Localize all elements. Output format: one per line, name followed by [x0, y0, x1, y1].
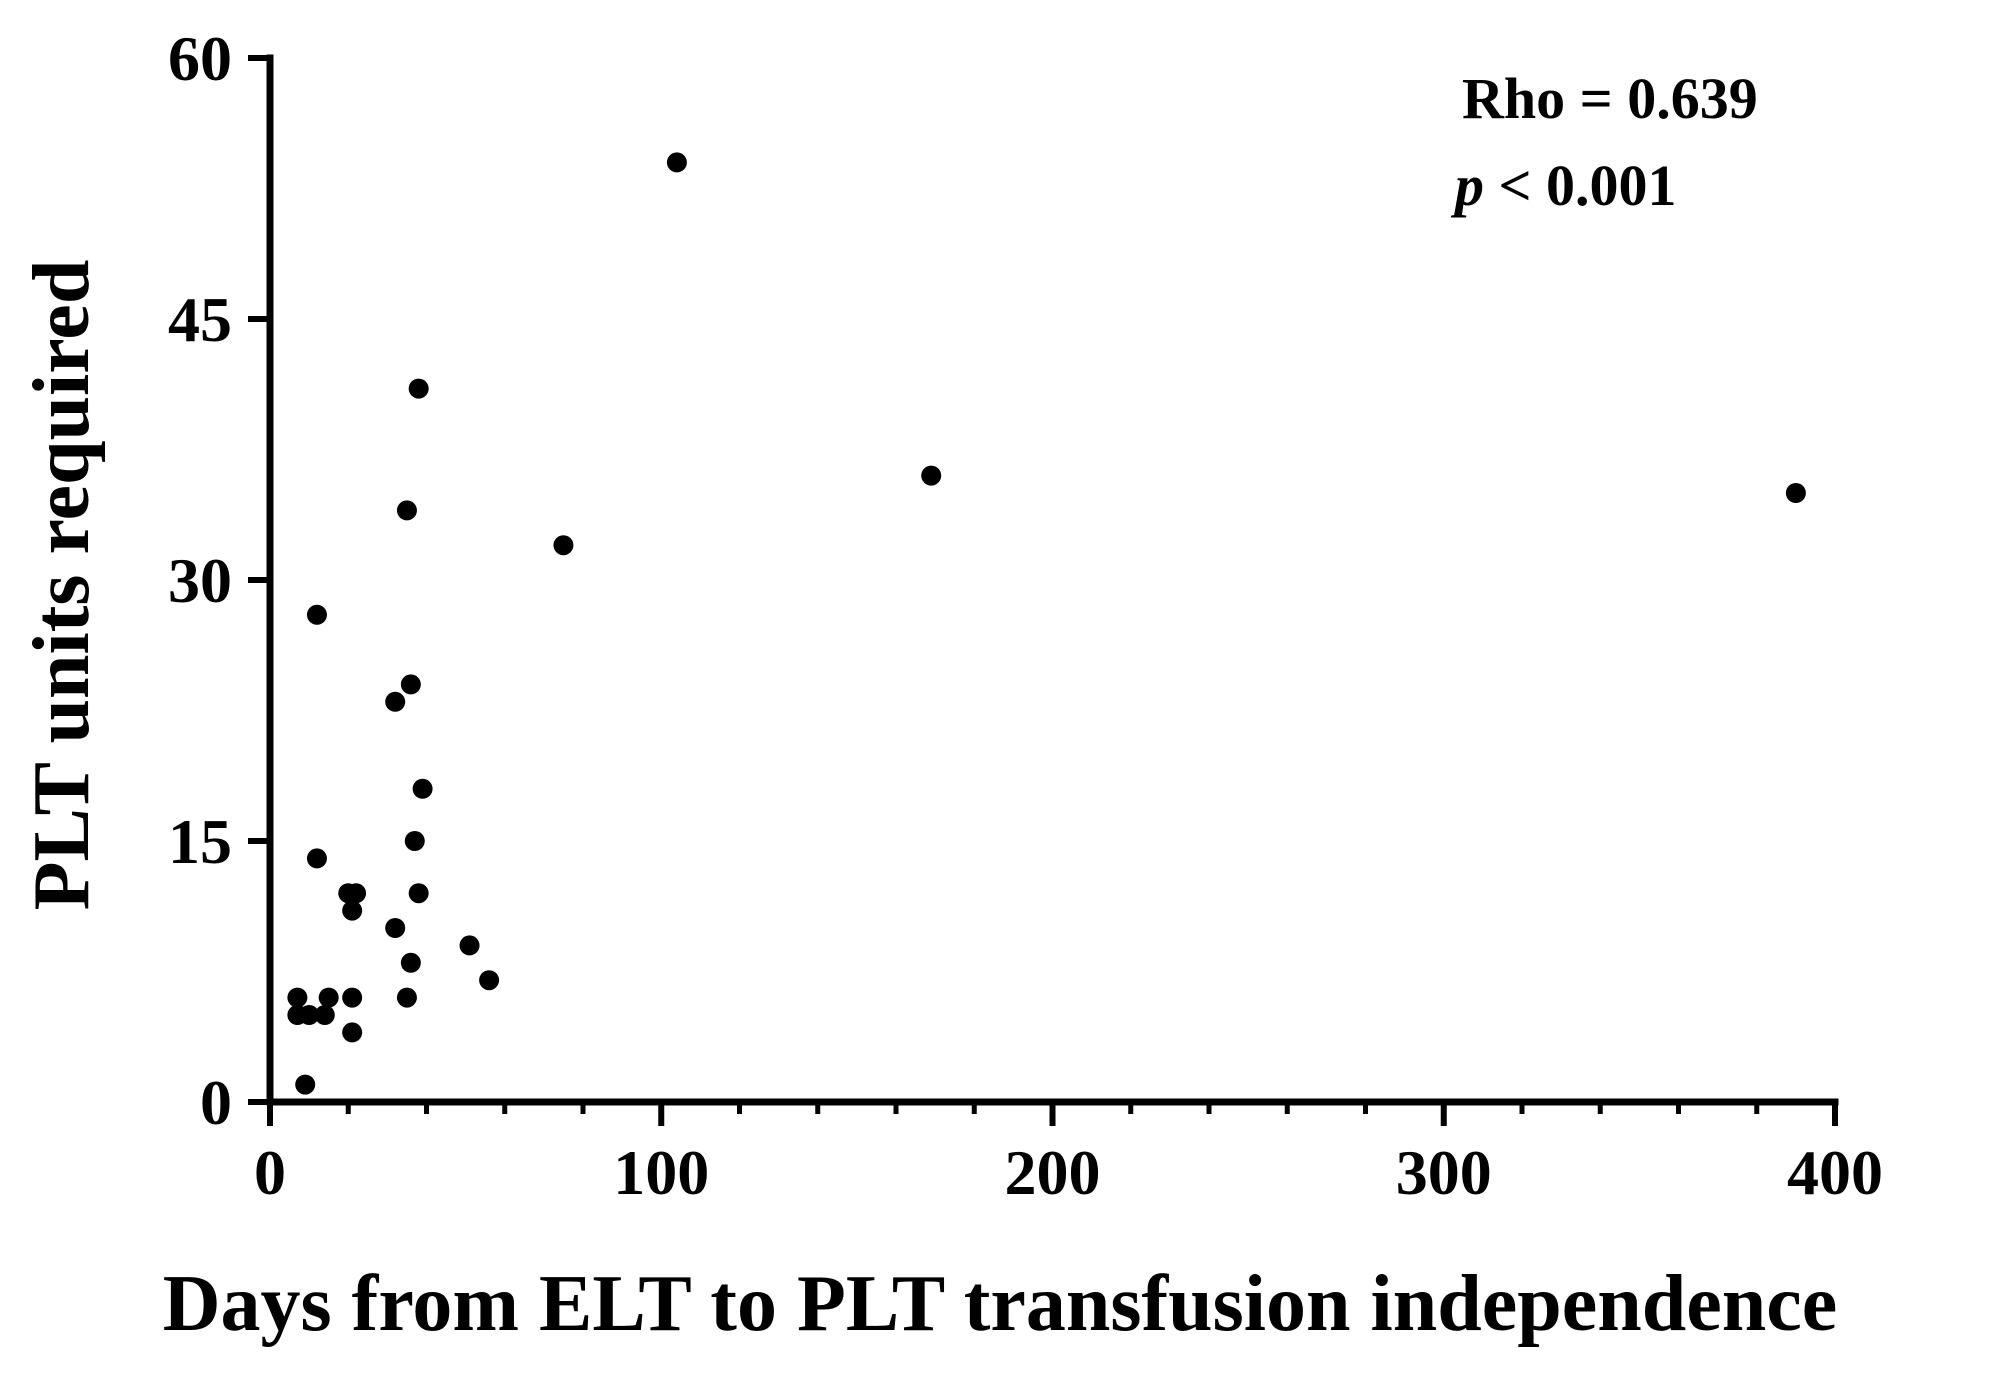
data-points — [287, 152, 1806, 1095]
data-point-14 — [408, 883, 429, 904]
data-point-27 — [342, 1022, 363, 1043]
tick-labels: 0 15 30 45 60 0 100 200 300 400 — [168, 23, 1883, 1208]
data-point-8 — [385, 691, 406, 712]
data-point-20 — [287, 987, 308, 1008]
x-tick-label-300: 300 — [1396, 1137, 1492, 1208]
axis-ticks — [248, 55, 1838, 1126]
p-value-annotation: p < 0.001 — [1450, 153, 1677, 218]
x-tick-label-400: 400 — [1787, 1137, 1883, 1208]
data-point-26 — [314, 1005, 335, 1025]
data-point-3 — [408, 378, 429, 399]
data-point-16 — [385, 918, 406, 938]
data-point-28 — [295, 1074, 316, 1095]
x-tick-label-100: 100 — [613, 1137, 709, 1208]
x-axis-label: Days from ELT to PLT transfusion indepen… — [163, 1260, 1837, 1348]
data-point-13 — [346, 883, 367, 904]
data-point-9 — [412, 778, 433, 799]
data-point-21 — [318, 987, 339, 1008]
data-point-5 — [553, 535, 574, 556]
data-point-23 — [396, 987, 417, 1008]
y-axis-label: PLT units required — [18, 260, 106, 911]
x-tick-label-0: 0 — [254, 1137, 286, 1208]
data-point-19 — [479, 970, 500, 991]
data-point-0 — [666, 152, 687, 173]
data-point-10 — [404, 831, 425, 851]
data-point-25 — [299, 1005, 320, 1025]
rho-annotation: Rho = 0.639 — [1462, 66, 1758, 131]
data-point-11 — [306, 848, 327, 869]
data-point-18 — [400, 952, 421, 973]
data-point-6 — [306, 604, 327, 625]
data-point-1 — [921, 465, 942, 486]
y-tick-label-0: 0 — [200, 1067, 232, 1138]
data-point-17 — [459, 935, 480, 956]
y-tick-label-15: 15 — [168, 806, 232, 877]
data-point-7 — [400, 674, 421, 695]
p-symbol: p — [1450, 153, 1484, 218]
x-tick-label-200: 200 — [1005, 1137, 1101, 1208]
p-value-rest: < 0.001 — [1484, 153, 1677, 218]
y-tick-label-45: 45 — [168, 284, 232, 355]
y-tick-label-30: 30 — [168, 545, 232, 616]
data-point-2 — [1785, 483, 1806, 503]
data-point-22 — [342, 987, 363, 1008]
data-point-4 — [396, 500, 417, 521]
y-tick-label-60: 60 — [168, 23, 232, 94]
data-point-15 — [342, 900, 363, 921]
